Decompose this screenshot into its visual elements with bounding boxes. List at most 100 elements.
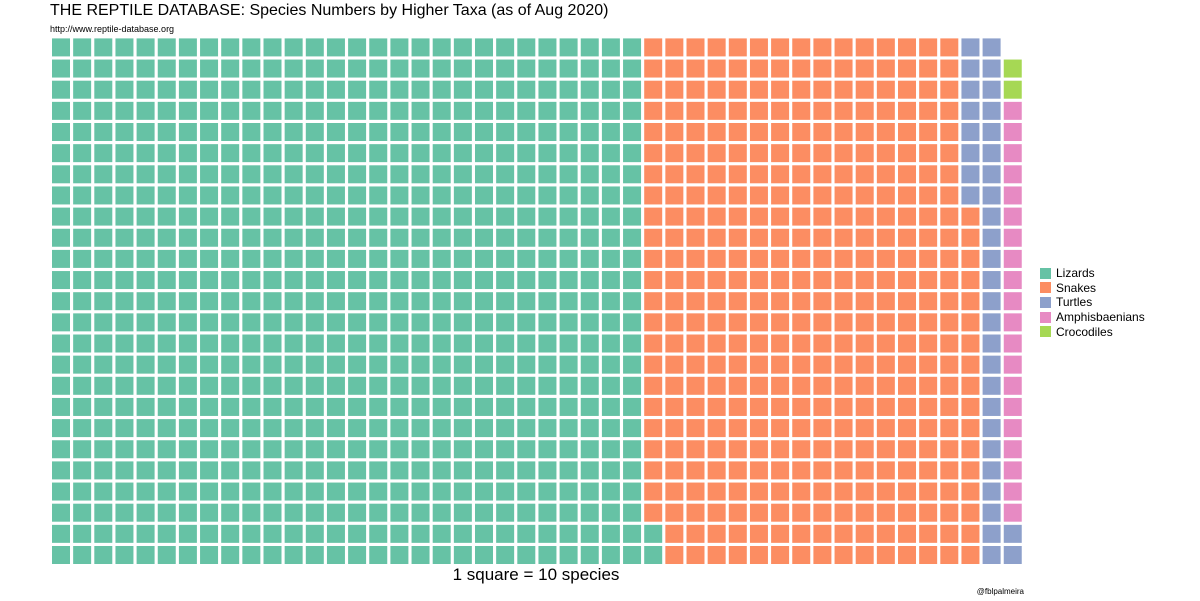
waffle-square-snakes (771, 292, 790, 311)
waffle-square-lizards (178, 355, 197, 374)
waffle-square-lizards (157, 101, 176, 120)
waffle-square-lizards (200, 397, 219, 416)
waffle-square-lizards (432, 38, 451, 57)
waffle-square-lizards (52, 165, 70, 184)
waffle-square-turtles (982, 376, 1001, 395)
waffle-square-snakes (855, 38, 874, 57)
waffle-square-lizards (52, 207, 70, 226)
waffle-square-lizards (326, 59, 345, 78)
waffle-square-lizards (326, 376, 345, 395)
waffle-square-snakes (749, 376, 768, 395)
waffle-square-lizards (623, 186, 642, 205)
waffle-square-turtles (961, 59, 980, 78)
waffle-square-lizards (73, 186, 92, 205)
waffle-square-snakes (771, 503, 790, 522)
waffle-square-lizards (136, 249, 155, 268)
waffle-square-lizards (369, 355, 388, 374)
waffle-square-lizards (52, 292, 70, 311)
waffle-square-lizards (263, 271, 282, 290)
waffle-square-snakes (792, 397, 811, 416)
waffle-square-snakes (855, 461, 874, 480)
waffle-square-lizards (326, 313, 345, 332)
waffle-square-lizards (326, 165, 345, 184)
waffle-square-snakes (771, 207, 790, 226)
waffle-square-lizards (432, 482, 451, 501)
waffle-square-snakes (813, 355, 832, 374)
waffle-square-lizards (411, 101, 430, 120)
waffle-square-lizards (623, 334, 642, 353)
waffle-square-lizards (73, 334, 92, 353)
waffle-square-lizards (221, 503, 240, 522)
waffle-square-lizards (475, 313, 493, 332)
waffle-square-lizards (432, 249, 451, 268)
waffle-square-snakes (813, 397, 832, 416)
waffle-square-snakes (940, 524, 959, 543)
waffle-square-turtles (1003, 546, 1022, 564)
waffle-square-amphisbaenians (1003, 123, 1022, 141)
waffle-square-lizards (559, 419, 578, 438)
waffle-square-lizards (326, 80, 345, 99)
waffle-square-lizards (475, 249, 493, 268)
waffle-square-lizards (390, 524, 409, 543)
chart-caption: 1 square = 10 species (452, 565, 620, 584)
waffle-square-lizards (559, 546, 578, 564)
waffle-square-snakes (940, 123, 959, 141)
waffle-square-snakes (644, 186, 663, 205)
waffle-square-lizards (411, 123, 430, 141)
waffle-square-lizards (475, 186, 493, 205)
waffle-square-snakes (919, 397, 938, 416)
waffle-square-snakes (855, 186, 874, 205)
waffle-square-lizards (538, 397, 557, 416)
waffle-square-lizards (538, 440, 557, 459)
waffle-square-snakes (940, 503, 959, 522)
waffle-square-lizards (453, 59, 472, 78)
waffle-square-snakes (728, 207, 747, 226)
waffle-square-snakes (686, 207, 705, 226)
waffle-square-amphisbaenians (1003, 334, 1022, 353)
waffle-square-lizards (284, 59, 303, 78)
waffle-square-snakes (919, 546, 938, 564)
waffle-square-lizards (559, 355, 578, 374)
waffle-square-lizards (517, 334, 536, 353)
waffle-square-lizards (496, 80, 515, 99)
waffle-square-lizards (73, 228, 92, 247)
waffle-square-snakes (898, 292, 916, 311)
waffle-square-snakes (898, 419, 916, 438)
waffle-square-lizards (496, 101, 515, 120)
waffle-square-lizards (369, 524, 388, 543)
waffle-square-snakes (855, 80, 874, 99)
waffle-square-lizards (580, 123, 599, 141)
waffle-square-lizards (390, 59, 409, 78)
waffle-square-lizards (496, 334, 515, 353)
waffle-square-lizards (559, 271, 578, 290)
waffle-square-lizards (411, 207, 430, 226)
waffle-square-snakes (940, 80, 959, 99)
waffle-square-lizards (411, 144, 430, 163)
waffle-square-snakes (686, 292, 705, 311)
waffle-square-lizards (115, 207, 134, 226)
waffle-square-lizards (390, 419, 409, 438)
waffle-square-lizards (538, 38, 557, 57)
waffle-square-snakes (749, 482, 768, 501)
waffle-square-snakes (919, 123, 938, 141)
waffle-square-lizards (496, 292, 515, 311)
waffle-square-snakes (855, 101, 874, 120)
waffle-square-snakes (834, 101, 853, 120)
waffle-square-snakes (919, 334, 938, 353)
waffle-square-lizards (326, 228, 345, 247)
waffle-square-lizards (580, 503, 599, 522)
waffle-square-snakes (813, 249, 832, 268)
waffle-square-lizards (73, 292, 92, 311)
waffle-square-snakes (919, 59, 938, 78)
waffle-square-lizards (52, 524, 70, 543)
waffle-square-snakes (665, 292, 684, 311)
waffle-square-lizards (623, 165, 642, 184)
waffle-square-lizards (263, 355, 282, 374)
waffle-square-lizards (263, 503, 282, 522)
waffle-square-lizards (369, 123, 388, 141)
waffle-square-lizards (73, 38, 92, 57)
waffle-square-snakes (961, 313, 980, 332)
waffle-square-lizards (432, 355, 451, 374)
waffle-square-lizards (326, 482, 345, 501)
waffle-square-lizards (580, 313, 599, 332)
